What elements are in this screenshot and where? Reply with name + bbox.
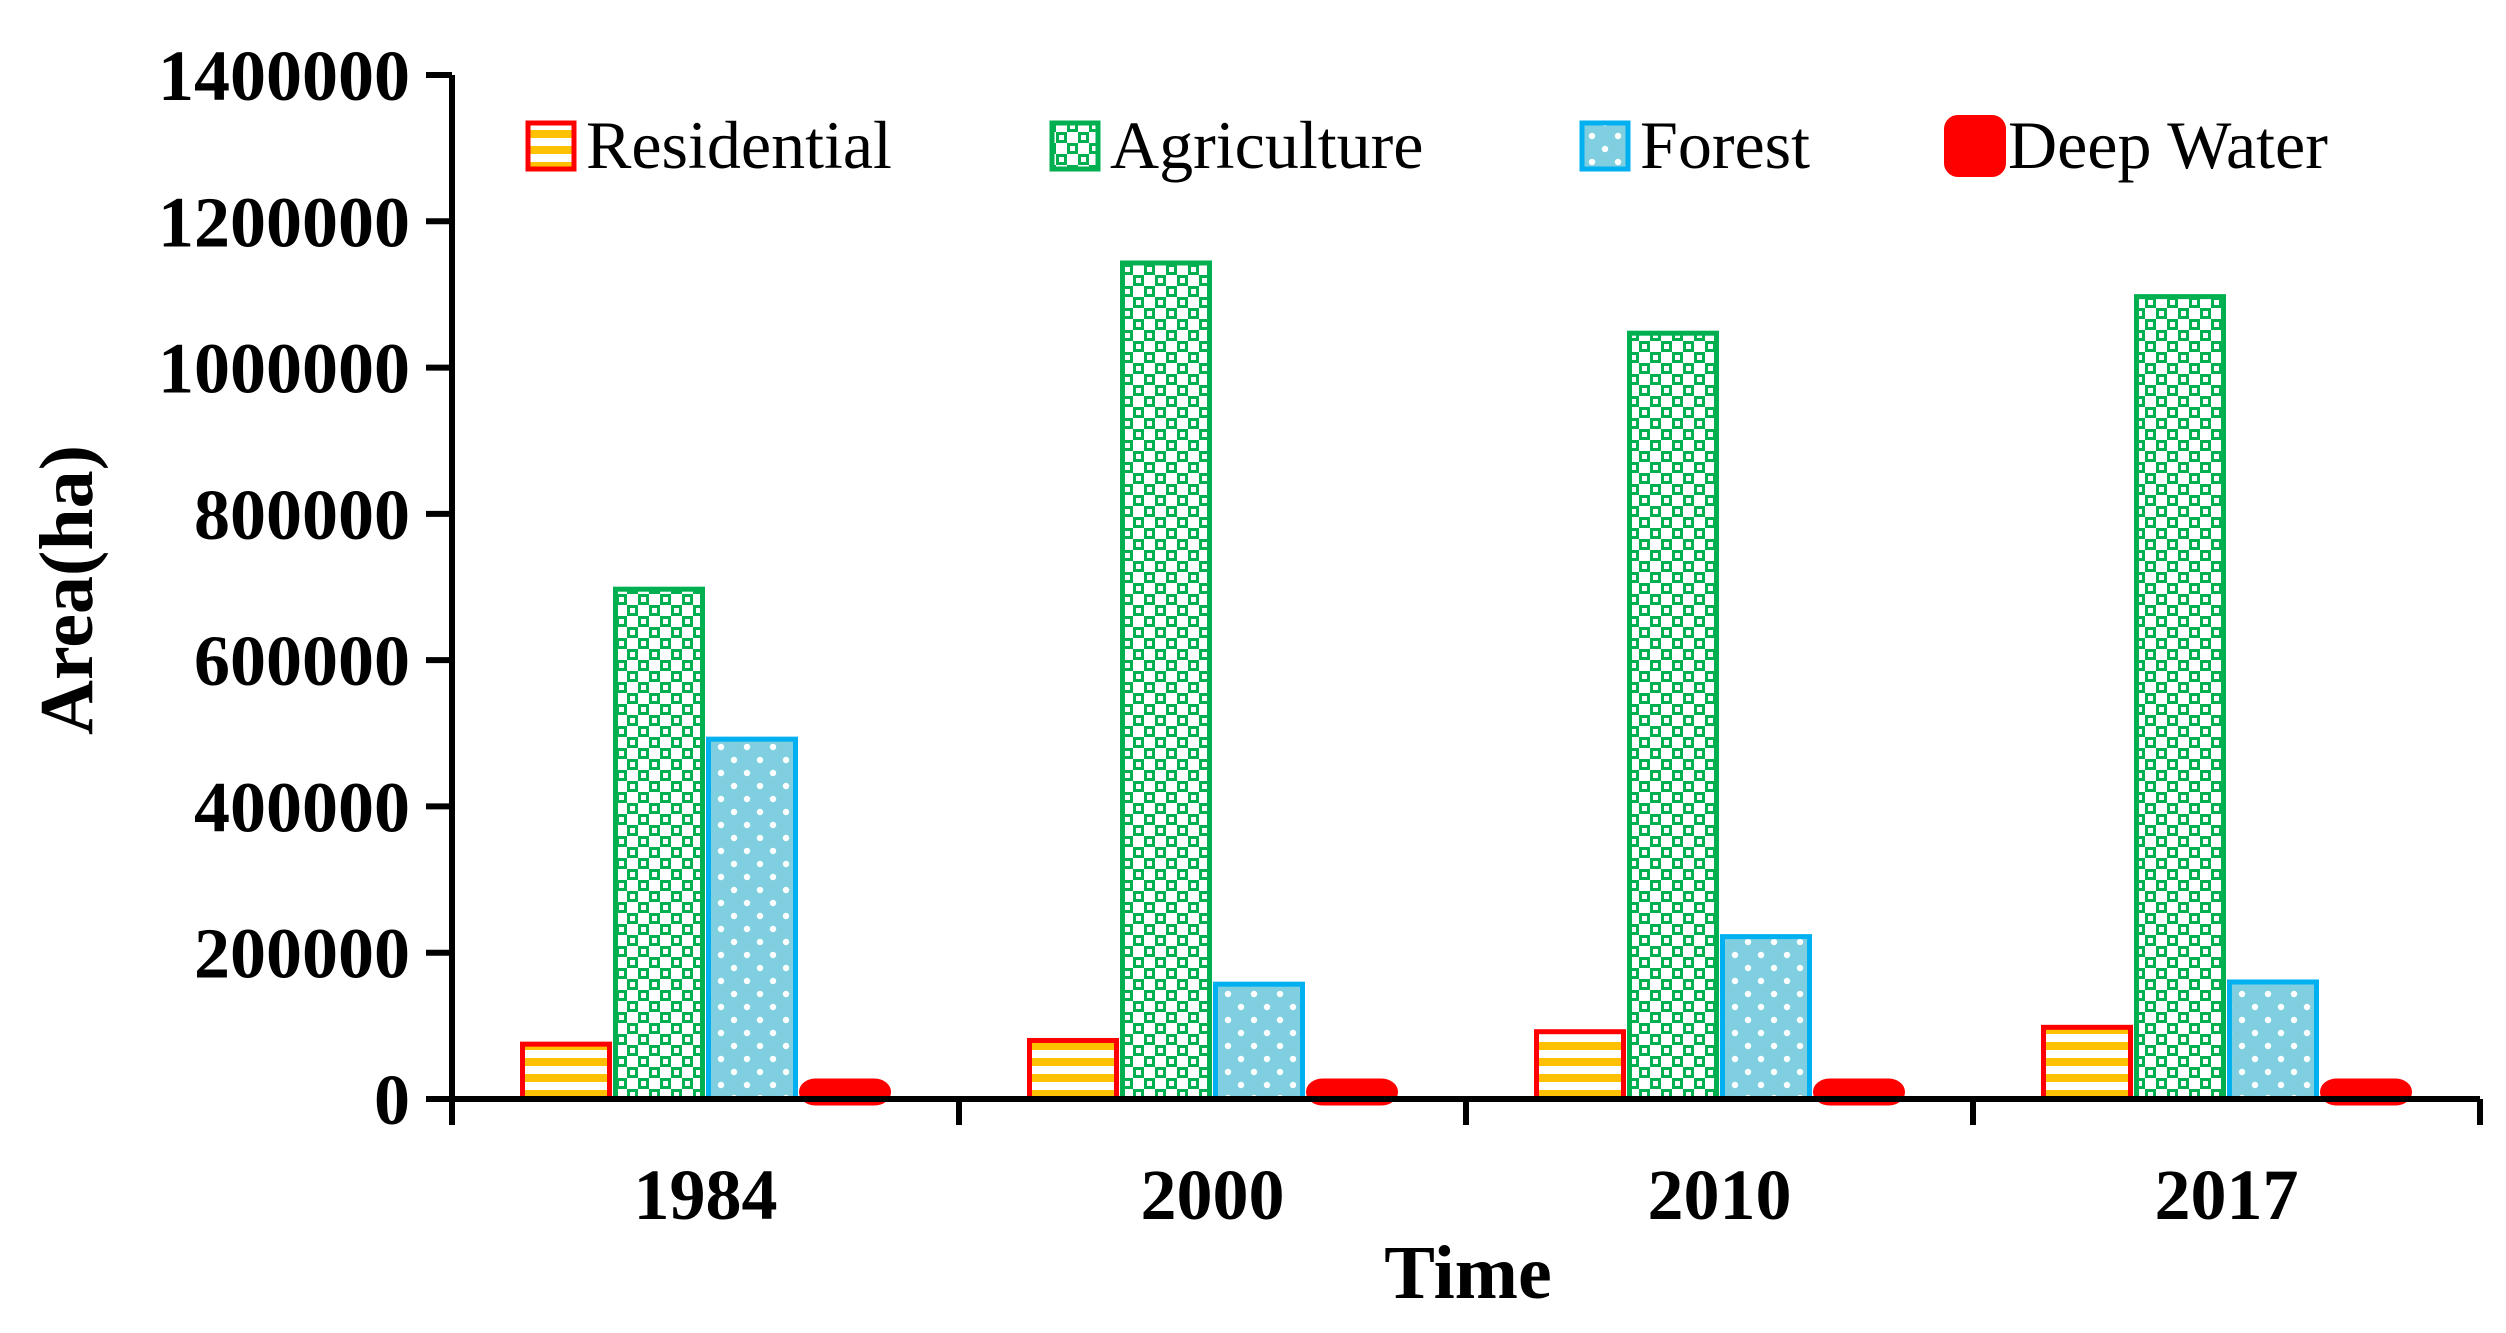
y-tick-label: 1400000 [158, 36, 410, 116]
bar-forest-1984 [706, 736, 798, 1102]
x-axis-title: Time [1384, 1231, 1551, 1315]
legend-label-agriculture: Agriculture [1110, 107, 1423, 183]
legend-swatch-residential [525, 120, 577, 172]
y-tick-label: 200000 [194, 914, 410, 994]
x-tick-label: 1984 [634, 1155, 778, 1235]
bar-forest-2017 [2227, 979, 2319, 1102]
legend-swatch-forest [1579, 120, 1631, 172]
y-axis-title: Area(ha) [25, 445, 109, 735]
y-tick-label: 400000 [194, 767, 410, 847]
bar-agriculture-2010 [1627, 330, 1719, 1102]
y-tick-label: 1200000 [158, 182, 410, 262]
bar-residential-2017 [2041, 1024, 2133, 1102]
legend-swatch-deep-water [1944, 115, 2006, 177]
bar-forest-2000 [1213, 981, 1305, 1102]
y-tick-label: 0 [374, 1060, 410, 1140]
bar-agriculture-2017 [2134, 294, 2226, 1102]
x-tick-label: 2010 [1648, 1155, 1792, 1235]
legend-label-forest: Forest [1640, 107, 1810, 183]
y-tick-label: 600000 [194, 621, 410, 701]
legend-label-residential: Residential [586, 107, 892, 183]
bar-residential-2000 [1027, 1037, 1119, 1102]
x-tick-label: 2017 [2155, 1155, 2299, 1235]
bar-agriculture-2000 [1120, 260, 1212, 1102]
legend-swatch-agriculture [1049, 120, 1101, 172]
bar-residential-2010 [1534, 1029, 1626, 1102]
legend-label-deep-water: Deep Water [2008, 107, 2328, 183]
bar-agriculture-1984 [613, 586, 705, 1102]
y-tick-label: 800000 [194, 475, 410, 555]
bar-forest-2010 [1720, 934, 1812, 1102]
bar-residential-1984 [520, 1041, 612, 1102]
x-tick-label: 2000 [1141, 1155, 1285, 1235]
y-tick-label: 1000000 [158, 329, 410, 409]
